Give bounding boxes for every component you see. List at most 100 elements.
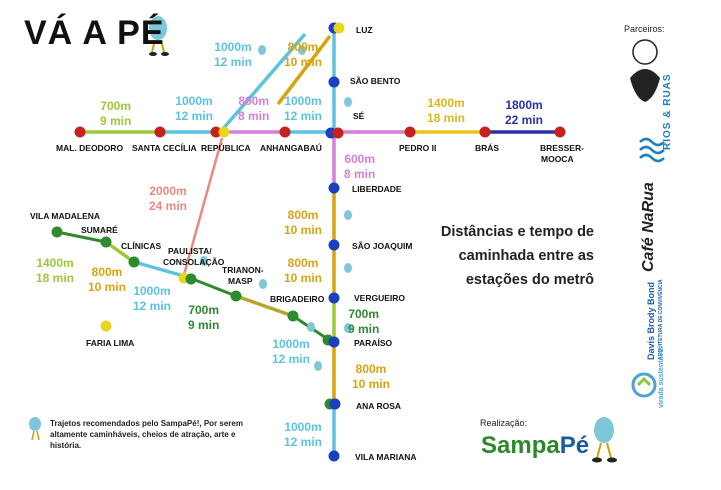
station-dot-se-red bbox=[332, 127, 344, 139]
station-dot-farialima bbox=[100, 320, 112, 332]
station-dot-vilamadalena bbox=[51, 226, 63, 238]
segment-republica-luz bbox=[220, 32, 307, 132]
station-dot-brigadeiro bbox=[287, 310, 299, 322]
station-label-bresser-2: MOOCA bbox=[541, 154, 574, 164]
station-label-paulista-1: PAULISTA/ bbox=[168, 246, 212, 256]
distance-vergueiro-paraiso: 700m 9 min bbox=[348, 307, 380, 336]
distance-republica-anhangabau: 800m 8 min bbox=[238, 94, 270, 123]
station-label-vilamadalena: VILA MADALENA bbox=[30, 211, 101, 221]
station-label-liberdade: LIBERDADE bbox=[352, 184, 402, 194]
station-label-paulista-2: CONSOLAÇÃO bbox=[163, 257, 225, 267]
station-dot-anarosa-blue bbox=[329, 398, 341, 410]
segment-sumare-clinicas bbox=[104, 240, 136, 264]
station-dot-maldeodoro bbox=[74, 126, 86, 138]
station-label-sumare: SUMARÉ bbox=[81, 225, 118, 235]
distance-maldeodoro-santacecilia: 700m 9 min bbox=[100, 99, 132, 128]
sampape-logo-part-1: Sampa bbox=[481, 432, 560, 459]
distance-paulista-republica: 2000m 24 min bbox=[149, 184, 188, 213]
distance-vilamadalena-sumare: 1400m 18 min bbox=[36, 256, 75, 285]
station-dot-santacecilia bbox=[154, 126, 166, 138]
segment-clinicas-paulista bbox=[133, 260, 185, 278]
station-dot-liberdade bbox=[328, 182, 340, 194]
station-label-vilamariana: VILA MARIANA bbox=[355, 452, 417, 462]
virada-text: virada sustentável bbox=[658, 346, 665, 408]
distance-sumare-clinicas: 800m 10 min bbox=[88, 265, 127, 294]
station-dot-luz-yellow bbox=[333, 22, 345, 34]
distance-saojoaquim-vergueiro: 800m 10 min bbox=[284, 256, 323, 285]
station-label-farialima: FARIA LIMA bbox=[86, 338, 135, 348]
station-dot-paraiso-blue bbox=[328, 336, 340, 348]
station-dot-clinicas bbox=[128, 256, 140, 268]
station-dot-republica-yellow bbox=[218, 126, 230, 138]
station-label-bras: BRÁS bbox=[475, 143, 500, 153]
station-dot-pedroii bbox=[404, 126, 416, 138]
station-label-luz: LUZ bbox=[356, 25, 373, 35]
distance-anarosa-vilamariana: 1000m 12 min bbox=[284, 420, 323, 449]
station-label-trianon-1: TRIANON- bbox=[222, 265, 264, 275]
distance-liberdade-saojoaquim: 800m 10 min bbox=[284, 208, 323, 237]
segment-paulista-republica bbox=[182, 137, 224, 276]
mais-voz-logo bbox=[630, 39, 660, 102]
station-dot-republica-red bbox=[210, 126, 222, 138]
sampape-logo-part-2: Pé bbox=[559, 432, 590, 459]
station-label-anarosa: ANA ROSA bbox=[356, 401, 402, 411]
distance-republica-luz: 1000m 12 min bbox=[214, 40, 253, 69]
station-dot-paulista-green bbox=[185, 273, 197, 285]
station-label-vergueiro: VERGUEIRO bbox=[354, 293, 406, 303]
segment-saobento-luz bbox=[276, 34, 332, 106]
segment-trianon-brigadeiro bbox=[235, 294, 294, 318]
station-label-saojoaquim: SÃO JOAQUIM bbox=[352, 241, 413, 251]
station-label-pedroii: PEDRO II bbox=[399, 143, 437, 153]
station-dot-saobento bbox=[328, 76, 340, 88]
distance-anhangabau-se: 1000m 12 min bbox=[284, 94, 323, 123]
station-dot-trianon bbox=[230, 290, 242, 302]
station-label-se: SÉ bbox=[353, 111, 365, 121]
page-title: VÁ A PÉ bbox=[24, 14, 165, 52]
rios-ruas-text: RIOS & RUAS bbox=[662, 73, 673, 150]
mascot-icon-sampape bbox=[592, 417, 617, 463]
rios-ruas-logo bbox=[639, 137, 665, 163]
station-dot-sumare bbox=[100, 236, 112, 248]
distance-se-pedroii: 1400m 18 min bbox=[427, 96, 466, 125]
davis-brody-bond-logo: Davis Brody Bond bbox=[646, 281, 656, 360]
station-dot-anhangabau bbox=[279, 126, 291, 138]
station-label-anhangabau: ANHANGABAÚ bbox=[260, 143, 322, 153]
station-label-saobento: SÃO BENTO bbox=[350, 76, 401, 86]
distance-trianon-brigadeiro: 700m 9 min bbox=[188, 303, 220, 332]
station-dot-saojoaquim bbox=[328, 239, 340, 251]
station-label-paraiso: PARAÍSO bbox=[354, 338, 393, 348]
partners-label: Parceiros: bbox=[624, 24, 665, 34]
station-label-maldeodoro: MAL. DEODORO bbox=[56, 143, 124, 153]
mascot-icon-title bbox=[149, 16, 169, 56]
station-label-trianon-2: MASP bbox=[228, 276, 253, 286]
distance-bras-bresser: 1800m 22 min bbox=[505, 98, 544, 127]
headline-line-2: caminhada entre as bbox=[458, 248, 594, 264]
distance-se-liberdade: 600m 8 min bbox=[344, 152, 376, 181]
station-label-republica: REPÚBLICA bbox=[201, 143, 251, 153]
station-dot-bras bbox=[479, 126, 491, 138]
station-dot-vilamariana bbox=[328, 450, 340, 462]
headline-line-1: Distâncias e tempo de bbox=[440, 224, 594, 240]
distance-clinicas-paulista: 1000m 12 min bbox=[133, 284, 172, 313]
station-label-brigadeiro: BRIGADEIRO bbox=[270, 294, 325, 304]
segment-paulista-trianon bbox=[189, 276, 237, 298]
map-headline: Distâncias e tempo de caminhada entre as… bbox=[424, 220, 594, 292]
virada-logo bbox=[631, 372, 657, 398]
cafe-narua-logo: Café NaRua bbox=[640, 182, 657, 272]
mascot-icon-legend bbox=[29, 417, 41, 441]
distance-paraiso-anarosa: 800m 10 min bbox=[352, 362, 391, 391]
distance-brigadeiro-paraiso: 1000m 12 min bbox=[272, 337, 311, 366]
headline-line-3: estações do metrô bbox=[465, 272, 594, 288]
station-label-clinicas: CLÍNICAS bbox=[121, 241, 162, 251]
station-label-bresser-1: BRESSER- bbox=[540, 143, 584, 153]
station-label-santacecilia: SANTA CECÍLIA bbox=[132, 143, 197, 153]
distance-saobento-luz: 800m 10 min bbox=[284, 40, 323, 69]
station-dot-vergueiro bbox=[328, 292, 340, 304]
segment-vilamadalena-sumare bbox=[56, 230, 107, 244]
realizacao-label: Realização: bbox=[480, 418, 528, 428]
sampape-logo: SampaPé bbox=[481, 432, 589, 460]
legend-text: Trajetos recomendados pelo SampaPé!, Por… bbox=[50, 419, 243, 450]
route-mascot-icons bbox=[200, 45, 352, 371]
